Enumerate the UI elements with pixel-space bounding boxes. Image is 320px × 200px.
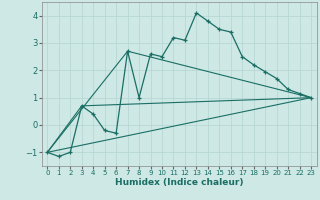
X-axis label: Humidex (Indice chaleur): Humidex (Indice chaleur) (115, 178, 244, 187)
